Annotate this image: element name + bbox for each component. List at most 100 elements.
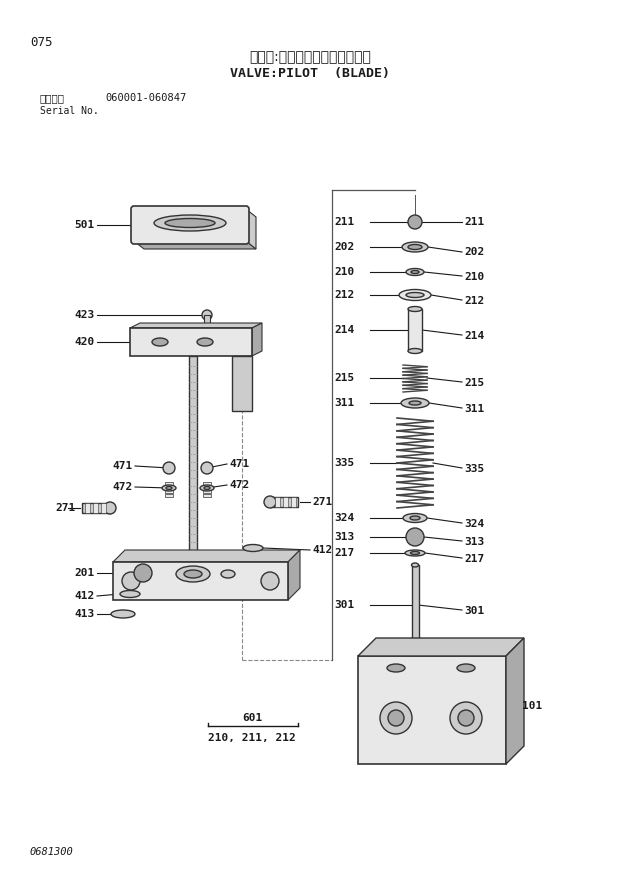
Ellipse shape	[184, 570, 202, 578]
FancyBboxPatch shape	[131, 206, 249, 244]
Text: 201: 201	[75, 568, 95, 578]
Text: 215: 215	[335, 373, 355, 383]
Bar	[291, 497, 296, 507]
Text: 適用号機: 適用号機	[40, 93, 65, 103]
Ellipse shape	[163, 462, 175, 474]
Text: 301: 301	[464, 606, 484, 616]
Polygon shape	[288, 550, 300, 600]
Ellipse shape	[406, 269, 424, 275]
Ellipse shape	[409, 401, 421, 405]
Circle shape	[450, 702, 482, 734]
Text: 075: 075	[30, 36, 53, 48]
Bar	[85, 503, 90, 513]
Text: 335: 335	[335, 458, 355, 468]
Bar	[82, 503, 110, 513]
Bar	[189, 356, 197, 563]
Bar	[270, 497, 298, 507]
Ellipse shape	[408, 307, 422, 312]
Text: 217: 217	[335, 548, 355, 558]
Text: 214: 214	[464, 331, 484, 341]
Bar	[275, 497, 280, 507]
Circle shape	[261, 572, 279, 590]
Text: 313: 313	[335, 532, 355, 542]
Text: 214: 214	[335, 325, 355, 335]
Bar	[165, 486, 173, 489]
Text: 212: 212	[464, 296, 484, 306]
Bar	[203, 490, 211, 493]
Polygon shape	[246, 209, 256, 249]
Text: バルブ:パイロット（ブレード）: バルブ:パイロット（ブレード）	[249, 50, 371, 64]
Ellipse shape	[411, 271, 419, 273]
Polygon shape	[113, 550, 300, 562]
Text: 060001-060847: 060001-060847	[105, 93, 186, 103]
Ellipse shape	[403, 513, 427, 522]
Text: 202: 202	[335, 242, 355, 252]
Circle shape	[406, 528, 424, 546]
Text: 212: 212	[335, 290, 355, 300]
Ellipse shape	[197, 338, 213, 346]
Bar	[232, 356, 252, 411]
Text: 413: 413	[75, 609, 95, 619]
Ellipse shape	[410, 516, 420, 520]
Text: 472: 472	[113, 482, 133, 492]
Text: 211: 211	[335, 217, 355, 227]
Circle shape	[388, 710, 404, 726]
Text: 210, 211, 212: 210, 211, 212	[208, 733, 296, 743]
Ellipse shape	[401, 398, 429, 408]
Text: 101: 101	[522, 701, 542, 711]
Ellipse shape	[457, 664, 475, 672]
Bar	[203, 494, 211, 497]
Bar	[358, 656, 506, 764]
Polygon shape	[358, 638, 524, 656]
Circle shape	[202, 310, 212, 320]
Ellipse shape	[104, 502, 116, 514]
Ellipse shape	[264, 496, 276, 508]
Text: 324: 324	[335, 513, 355, 523]
Text: 471: 471	[229, 459, 249, 469]
Ellipse shape	[408, 349, 422, 354]
Ellipse shape	[408, 244, 422, 250]
Text: 301: 301	[335, 600, 355, 610]
Text: 271: 271	[312, 497, 332, 507]
Text: 311: 311	[335, 398, 355, 408]
Bar	[204, 315, 210, 325]
Text: 412: 412	[312, 545, 332, 555]
Bar	[283, 497, 288, 507]
Polygon shape	[134, 241, 256, 249]
Polygon shape	[252, 323, 262, 356]
Text: 215: 215	[464, 378, 484, 388]
Text: 471: 471	[113, 461, 133, 471]
Ellipse shape	[152, 338, 168, 346]
Text: 412: 412	[75, 591, 95, 601]
Text: 0681300: 0681300	[30, 847, 74, 857]
Text: 210: 210	[464, 272, 484, 282]
Circle shape	[380, 702, 412, 734]
Circle shape	[122, 572, 140, 590]
Text: 335: 335	[464, 464, 484, 474]
Polygon shape	[506, 638, 524, 764]
Bar	[101, 503, 106, 513]
Ellipse shape	[200, 485, 214, 491]
Ellipse shape	[111, 610, 135, 618]
Polygon shape	[130, 323, 262, 328]
Ellipse shape	[405, 550, 425, 556]
Bar	[130, 328, 252, 356]
Text: VALVE:PILOT  (BLADE): VALVE:PILOT (BLADE)	[230, 67, 390, 81]
Text: 501: 501	[75, 220, 95, 230]
Ellipse shape	[399, 289, 431, 300]
Ellipse shape	[221, 570, 235, 578]
Ellipse shape	[166, 486, 172, 490]
Text: Serial No.: Serial No.	[40, 106, 99, 116]
Ellipse shape	[176, 566, 210, 582]
Ellipse shape	[154, 215, 226, 231]
Ellipse shape	[412, 643, 418, 647]
Bar	[93, 503, 98, 513]
Text: 210: 210	[335, 267, 355, 277]
Ellipse shape	[204, 486, 210, 490]
Circle shape	[408, 215, 422, 229]
Bar	[113, 562, 288, 600]
Text: 423: 423	[75, 310, 95, 320]
Text: 324: 324	[464, 519, 484, 529]
Text: 313: 313	[464, 537, 484, 547]
Bar	[165, 494, 173, 497]
